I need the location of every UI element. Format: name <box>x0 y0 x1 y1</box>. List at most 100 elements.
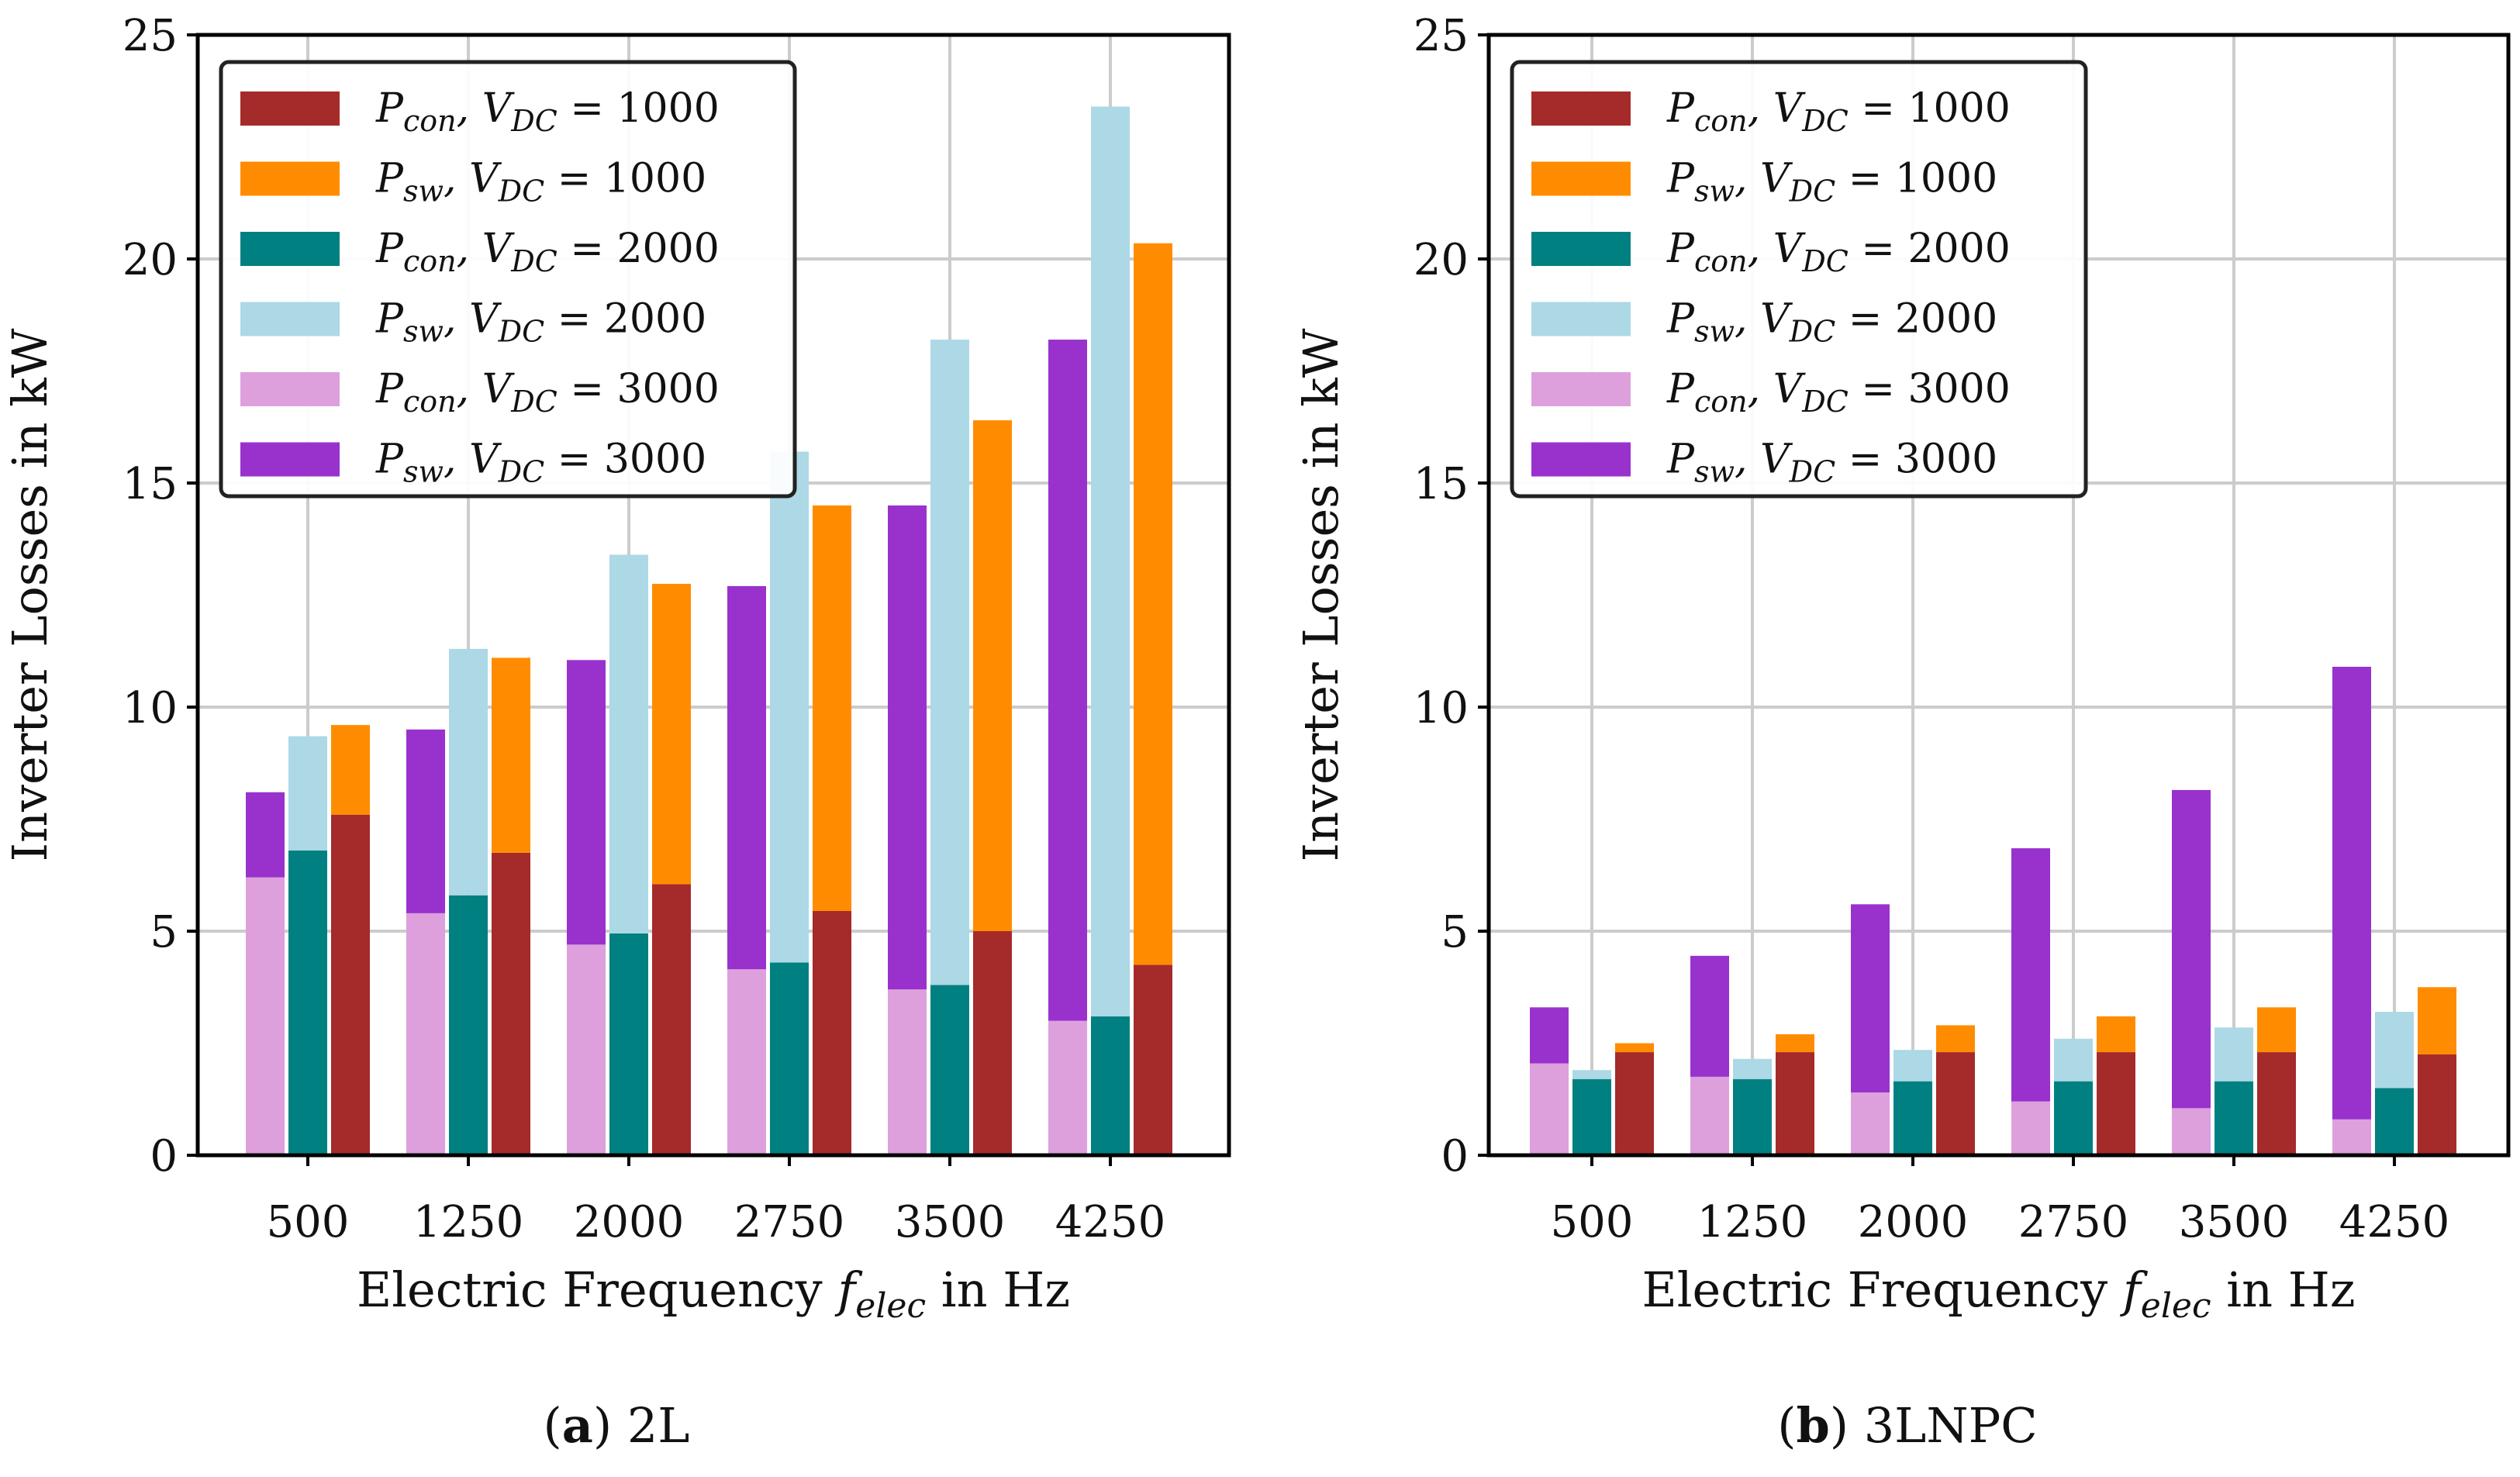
bar-sw-vdc2000-3500 <box>2214 1027 2253 1082</box>
bar-sw-vdc1000-2000 <box>1936 1025 1975 1053</box>
bar-sw-vdc3000-2000 <box>1851 904 1890 1093</box>
panel-b-3lnpc: 0 5 10 15 20 25 500 1250 2000 2750 3500 4250 Electri… <box>1293 11 2511 1454</box>
bar-con-vdc3000-2000 <box>567 944 606 1155</box>
y-tick-label: 20 <box>1414 235 1469 285</box>
x-tick-label: 2000 <box>1858 1197 1969 1248</box>
y-tick-label: 10 <box>1414 683 1469 733</box>
y-tick-label: 10 <box>123 683 178 733</box>
bar-sw-vdc2000-2000 <box>609 554 648 933</box>
legend-swatch <box>1531 302 1631 336</box>
y-tick-label: 5 <box>1441 907 1469 958</box>
bar-con-vdc2000-2000 <box>1893 1081 1932 1155</box>
bar-con-vdc2000-1250 <box>449 895 488 1155</box>
bar-con-vdc2000-1250 <box>1733 1078 1772 1155</box>
bar-sw-vdc2000-500 <box>288 736 327 851</box>
x-axis-title: Electric Frequency felec in Hz <box>357 1261 1070 1326</box>
x-tick-label: 2750 <box>2018 1197 2129 1248</box>
bar-sw-vdc1000-4250 <box>2418 987 2456 1054</box>
bar-sw-vdc3000-500 <box>1530 1007 1569 1064</box>
bar-con-vdc3000-1250 <box>406 913 445 1155</box>
legend-entry: Psw, VDC = 3000 <box>375 437 706 489</box>
legend-entry: Pcon, VDC = 3000 <box>375 366 720 419</box>
x-tick-label: 1250 <box>1697 1197 1808 1248</box>
legend-entry: Psw, VDC = 2000 <box>1666 296 1997 349</box>
x-tick-label: 3500 <box>895 1197 1006 1248</box>
bar-con-vdc3000-3500 <box>2172 1108 2211 1155</box>
bar-sw-vdc2000-4250 <box>2375 1012 2414 1089</box>
bar-con-vdc1000-2000 <box>1936 1052 1975 1155</box>
panel-caption: (b) 3LNPC <box>1777 1397 2037 1454</box>
legend-entry: Pcon, VDC = 1000 <box>375 85 720 138</box>
legend-entry: Psw, VDC = 1000 <box>1666 156 1997 209</box>
bar-con-vdc2000-4250 <box>1091 1016 1130 1155</box>
bar-con-vdc3000-2000 <box>1851 1092 1890 1155</box>
bar-sw-vdc1000-4250 <box>1134 243 1172 965</box>
x-tick-label: 4250 <box>1055 1197 1166 1248</box>
y-axis-title: Inverter Losses in kW <box>1293 328 1349 861</box>
bar-con-vdc2000-4250 <box>2375 1088 2414 1155</box>
bar-con-vdc2000-2000 <box>609 933 648 1155</box>
y-tick-label: 0 <box>150 1131 178 1182</box>
legend-swatch <box>240 232 340 266</box>
bar-con-vdc3000-4250 <box>2332 1119 2371 1155</box>
legend-swatch <box>240 372 340 406</box>
bar-con-vdc3000-3500 <box>888 989 927 1155</box>
bar-con-vdc1000-4250 <box>1134 965 1172 1155</box>
bar-sw-vdc2000-1250 <box>449 648 488 896</box>
legend-swatch <box>240 161 340 196</box>
y-tick-label: 20 <box>123 235 178 285</box>
x-tick-label: 500 <box>267 1197 350 1248</box>
bar-sw-vdc3000-3500 <box>888 505 927 990</box>
bar-con-vdc3000-500 <box>246 877 285 1155</box>
bar-sw-vdc3000-1250 <box>1690 955 1729 1077</box>
bar-sw-vdc2000-2750 <box>770 451 809 963</box>
y-tick-label: 0 <box>1441 1131 1469 1182</box>
x-tick-label: 2000 <box>574 1197 685 1248</box>
bar-con-vdc1000-3500 <box>973 931 1012 1155</box>
y-tick-label: 15 <box>123 459 178 509</box>
legend-entry: Pcon, VDC = 2000 <box>375 226 720 278</box>
bar-con-vdc1000-1250 <box>1776 1052 1814 1155</box>
legend-box <box>1510 60 2088 499</box>
legend-swatch <box>240 91 340 126</box>
bar-sw-vdc1000-1250 <box>1776 1034 1814 1053</box>
bar-sw-vdc2000-2750 <box>2054 1038 2093 1082</box>
legend-swatch <box>240 442 340 477</box>
bar-sw-vdc2000-1250 <box>1733 1058 1772 1079</box>
y-tick-label: 15 <box>1414 459 1469 509</box>
bar-con-vdc2000-3500 <box>930 985 969 1155</box>
x-tick-label: 1250 <box>413 1197 524 1248</box>
bar-sw-vdc2000-500 <box>1572 1070 1611 1079</box>
bar-sw-vdc1000-1250 <box>492 657 530 853</box>
bar-sw-vdc2000-4250 <box>1091 106 1130 1016</box>
bar-con-vdc3000-1250 <box>1690 1076 1729 1155</box>
bar-con-vdc1000-500 <box>331 814 370 1155</box>
bar-con-vdc3000-4250 <box>1048 1020 1087 1155</box>
x-tick-label: 2750 <box>734 1197 845 1248</box>
bar-con-vdc1000-2000 <box>652 884 691 1155</box>
bar-sw-vdc3000-4250 <box>1048 340 1087 1021</box>
bar-con-vdc2000-3500 <box>2214 1081 2253 1155</box>
bar-sw-vdc3000-2750 <box>727 585 766 970</box>
bar-con-vdc1000-2750 <box>2097 1052 2135 1155</box>
bar-con-vdc3000-2750 <box>2011 1101 2050 1155</box>
panel-caption: (a) 2L <box>544 1397 690 1454</box>
legend-swatch <box>1531 161 1631 196</box>
bar-con-vdc2000-500 <box>1572 1078 1611 1155</box>
x-tick-label: 4250 <box>2339 1197 2450 1248</box>
legend-entry: Pcon, VDC = 3000 <box>1666 366 2011 419</box>
legend-swatch <box>1531 232 1631 266</box>
bar-con-vdc2000-500 <box>288 850 327 1155</box>
bar-sw-vdc1000-2000 <box>652 584 691 885</box>
plot-frame <box>195 33 1231 1158</box>
legend-swatch <box>1531 91 1631 126</box>
bar-sw-vdc1000-2750 <box>813 505 851 911</box>
bar-con-vdc1000-500 <box>1615 1052 1654 1155</box>
bar-sw-vdc2000-3500 <box>930 340 969 985</box>
bar-sw-vdc1000-500 <box>1615 1043 1654 1053</box>
bar-sw-vdc1000-500 <box>331 725 370 815</box>
legend-entry: Psw, VDC = 3000 <box>1666 437 1997 489</box>
legend-entry: Pcon, VDC = 2000 <box>1666 226 2011 278</box>
bar-sw-vdc3000-500 <box>246 792 285 878</box>
